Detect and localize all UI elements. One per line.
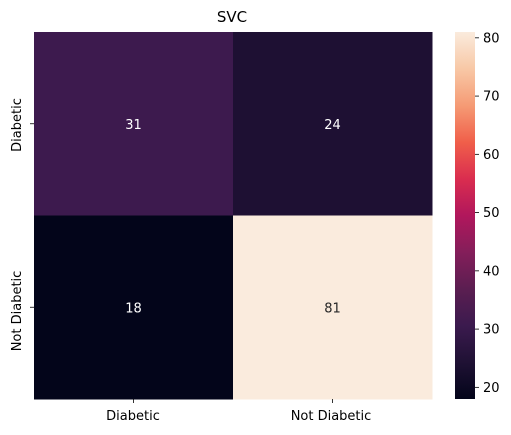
cell-value-label-r0-c0: 31 [125, 118, 142, 133]
cell-value-label-r0-c1: 24 [324, 118, 341, 133]
x-tick-label-not-diabetic: Not Diabetic [291, 409, 372, 424]
colorbar-tick-label: 20 [483, 381, 500, 396]
y-tick-label-not-diabetic: Not Diabetic [10, 271, 25, 352]
colorbar-strip [455, 32, 475, 399]
colorbar-tick-label: 60 [483, 148, 500, 163]
y-tick-label-diabetic: Diabetic [10, 98, 25, 152]
chart-title: SVC [217, 8, 247, 26]
x-tick-label-diabetic: Diabetic [106, 409, 160, 424]
colorbar-tick-label: 80 [483, 31, 500, 46]
y-axis: Diabetic Not Diabetic [10, 98, 34, 351]
cell-value-label-r1-c1: 81 [324, 301, 341, 316]
colorbar-tick-label: 30 [483, 323, 500, 338]
cell-value-label-r1-c0: 18 [125, 301, 142, 316]
colorbar: 20 30 40 50 60 70 80 [455, 31, 500, 399]
colorbar-tick-label: 70 [483, 90, 500, 105]
x-axis: Diabetic Not Diabetic [106, 399, 371, 424]
heatmap-cells [34, 32, 433, 400]
colorbar-tick-label: 40 [483, 264, 500, 279]
colorbar-tick-label: 50 [483, 206, 500, 221]
